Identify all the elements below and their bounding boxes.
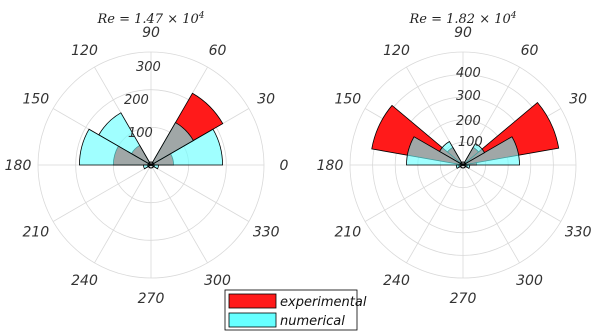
radial-tick-label: 300 (136, 60, 161, 75)
angle-tick-label: 0 (280, 158, 289, 174)
origin-marker (459, 161, 467, 169)
angle-tick-label: 180 (5, 158, 32, 174)
chart-title-exponent: 4 (198, 11, 205, 21)
legend: experimental numerical (224, 289, 367, 331)
polar-plot-right: Re = 1.82 × 1040306090120150180210240270… (317, 11, 592, 307)
angle-tick-label: 90 (142, 25, 160, 41)
angle-tick-label: 90 (454, 25, 472, 41)
angle-tick-label: 210 (22, 225, 49, 241)
angle-tick-label: 240 (71, 273, 98, 289)
bar-experimental (461, 101, 560, 166)
grid-spoke (462, 164, 520, 264)
angle-tick-label: 120 (383, 43, 410, 59)
angle-tick-label: 30 (257, 92, 275, 108)
angle-tick-label: 300 (204, 273, 231, 289)
origin-marker (147, 161, 155, 169)
bar-numerical (461, 164, 471, 169)
grid-spoke (150, 164, 208, 264)
grid-spoke (406, 164, 464, 264)
angle-tick-label: 120 (71, 43, 98, 59)
bar-numerical (406, 136, 465, 166)
angle-tick-label: 270 (450, 291, 477, 307)
grid-spoke (364, 164, 464, 222)
bar-numerical (461, 136, 520, 166)
angle-tick-label: 330 (253, 225, 280, 241)
chart-title: Re = 1.82 × 104 (408, 11, 516, 27)
angle-tick-label: 330 (565, 225, 592, 241)
grid-spoke (150, 164, 250, 222)
bar-numerical (455, 164, 465, 169)
angle-tick-label: 60 (209, 43, 227, 59)
chart-title-exponent: 4 (510, 11, 517, 21)
bar-numerical (143, 164, 153, 170)
angle-tick-label: 150 (22, 92, 49, 108)
bar-numerical (149, 164, 159, 170)
radial-tick-label: 400 (456, 66, 481, 81)
legend-swatch-experimental (228, 293, 277, 309)
radial-tick-label: 200 (456, 114, 481, 129)
chart-title: Re = 1.47 × 104 (96, 11, 204, 27)
grid-spoke (94, 164, 152, 264)
radial-tick-label: 100 (458, 135, 483, 150)
bar-numerical (149, 122, 194, 167)
angle-tick-label: 180 (317, 158, 344, 174)
legend-label-experimental: experimental (280, 295, 367, 310)
angle-tick-label: 270 (138, 291, 165, 307)
radial-tick-label: 200 (124, 93, 149, 108)
angle-tick-label: 150 (334, 92, 361, 108)
legend-swatch-numerical (228, 312, 277, 328)
angle-tick-label: 60 (521, 43, 539, 59)
radial-tick-label: 300 (456, 89, 481, 104)
grid-spoke (52, 164, 152, 222)
legend-label-numerical: numerical (280, 314, 345, 329)
bar-numerical (79, 128, 153, 166)
angle-tick-label: 300 (516, 273, 543, 289)
bar-numerical (149, 128, 223, 166)
bar-numerical (461, 142, 486, 167)
angle-tick-label: 240 (383, 273, 410, 289)
radial-tick-label: 100 (128, 126, 153, 141)
polar-plot-left: Re = 1.47 × 104 0 30 60 90 120 150 180 210 240 270… (5, 11, 289, 307)
grid-spoke (462, 164, 562, 222)
angle-tick-label: 210 (334, 225, 361, 241)
angle-tick-label: 30 (569, 92, 587, 108)
